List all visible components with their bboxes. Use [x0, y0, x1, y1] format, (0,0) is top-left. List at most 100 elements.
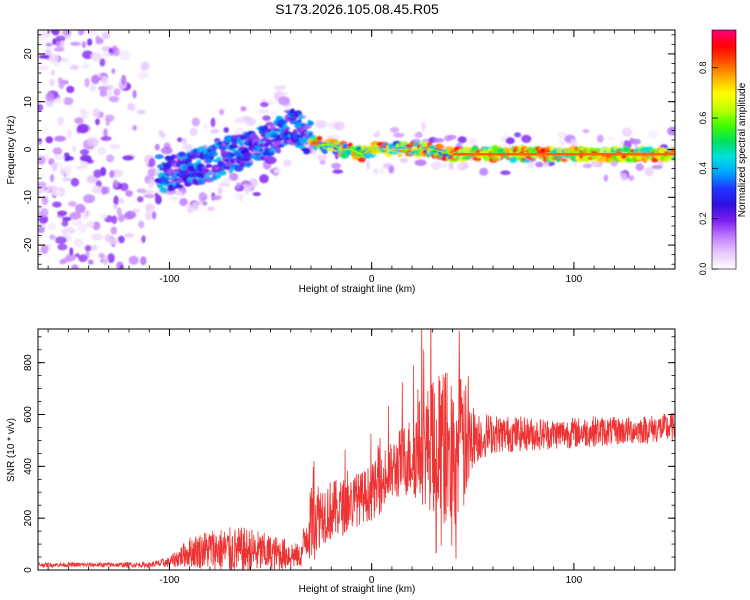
spectrogram-blob [53, 154, 65, 161]
spectrogram-blob [271, 111, 278, 116]
spectrogram-blob [505, 137, 515, 145]
spectrogram-blob [189, 127, 198, 136]
spectrogram-blob [259, 174, 269, 184]
spectrogram-blob [84, 245, 92, 252]
spectrogram-blob [277, 119, 288, 125]
spectrogram-blob [202, 201, 208, 206]
spectrogram-blob [38, 181, 47, 188]
spectrogram-blob [49, 234, 56, 240]
spectrogram-blob [60, 58, 69, 63]
spectrogram-blob [181, 186, 187, 194]
spectrogram-blob [275, 148, 282, 154]
spectrogram-blob [95, 35, 100, 45]
spectrogram-blob [119, 264, 124, 269]
spectrogram-blob [192, 201, 200, 211]
spectrogram-blob [672, 155, 675, 162]
spectrogram-blob [49, 78, 55, 87]
spectrogram-blob [55, 35, 66, 42]
spectrogram-blob [109, 96, 119, 103]
spectrogram-blob [132, 125, 137, 131]
spectrogram-blob [95, 118, 100, 126]
spectrogram-blob [59, 40, 65, 48]
spectrogram-blob [90, 52, 102, 62]
snr-plot-area [38, 329, 675, 570]
spectrogram-blob [236, 182, 241, 189]
spectrogram-blob [51, 30, 60, 36]
snr-y-tick-label: 400 [23, 458, 34, 475]
spectrogram-blob [260, 101, 269, 108]
spectrogram-blob [266, 100, 277, 105]
spectrogram-blob [112, 204, 118, 209]
spectrogram-blob [100, 214, 108, 219]
figure-title: S173.2026.105.08.45.R05 [275, 1, 439, 17]
spectrogram-blob [570, 138, 578, 148]
spectrogram-blob [244, 162, 253, 167]
spectrogram-blob [51, 161, 58, 172]
spectrogram-blob [622, 127, 633, 137]
spectrogram-blob [252, 192, 261, 197]
spectrogram-blob [207, 206, 216, 212]
spectrogram-blob [334, 141, 342, 146]
spectrogram-blob [151, 211, 157, 220]
spectrogram-blob [414, 131, 423, 138]
spectrogram-blob [44, 153, 50, 161]
spectrogram-blob [86, 175, 99, 184]
spectrogram-blob [261, 98, 267, 103]
spectrogram-blob [77, 223, 88, 233]
spectrogram-blob [45, 92, 55, 102]
snr-x-label: Height of straight line (km) [299, 584, 416, 595]
spectrogram-blob [216, 156, 222, 162]
spectrogram-blob [38, 249, 43, 258]
spectrogram-blob [174, 184, 184, 189]
spectrogram-blob [161, 146, 173, 155]
spectrogram-blob [211, 195, 222, 201]
snr-panel: -100 0 100 0 200 400 600 800 Height of straight… [6, 328, 676, 595]
snr-y-label: SNR (10 * v/v) [6, 418, 17, 482]
spectrogram-blob [262, 124, 269, 131]
spectrogram-blob [64, 226, 75, 233]
spectrogram-blob [105, 116, 111, 127]
spectrogram-blob [457, 162, 463, 168]
spectrogram-blob [109, 238, 119, 245]
spectrogram-blob [630, 138, 641, 145]
spectrogram-blob [223, 127, 229, 133]
spectrogram-blob [245, 117, 256, 126]
spectrogram-blob [40, 244, 49, 255]
spectrogram-blob [198, 191, 207, 202]
spectrogram-blob [92, 221, 101, 231]
spectrogram-blob [62, 177, 72, 182]
spectrogram-blob [667, 126, 675, 136]
colorbar-tick-label: 0.4 [698, 162, 708, 175]
spectrogram-blob [474, 156, 482, 162]
spectrogram-blob [219, 170, 227, 176]
spectrogram-blob [457, 136, 467, 144]
spectrogram-blob [143, 194, 155, 199]
spectrogram-blob [106, 154, 115, 163]
spectrogram-blob [283, 159, 292, 167]
spectrogram-blob [205, 164, 213, 168]
spectrogram-blob [89, 84, 96, 92]
spectrogram-blob [42, 32, 51, 38]
spectrogram-blob [38, 65, 49, 71]
spectrogram-blob [80, 154, 92, 162]
spectrogram-blob [98, 85, 109, 92]
spectrogram-blob [41, 195, 49, 206]
spectrogram-blob [535, 161, 544, 168]
spectrogram-blob [101, 186, 107, 195]
spectrogram-blob [119, 182, 129, 192]
spectrogram-blob [74, 238, 83, 248]
spectrogram-blob [393, 132, 405, 138]
spectrogram-blob [113, 195, 119, 206]
spectrogram-blob [52, 201, 62, 208]
spectrogram-blob [217, 186, 223, 196]
spectrogram-blob [521, 134, 532, 143]
spectrogram-blob [197, 178, 206, 185]
spectrogram-y-tick-label: -10 [23, 190, 34, 205]
spectrogram-blob [84, 77, 90, 88]
spectrogram-blob [619, 139, 624, 148]
spectrogram-blob [99, 89, 108, 97]
spectrogram-blob [40, 173, 46, 179]
spectrogram-blob [81, 41, 87, 49]
